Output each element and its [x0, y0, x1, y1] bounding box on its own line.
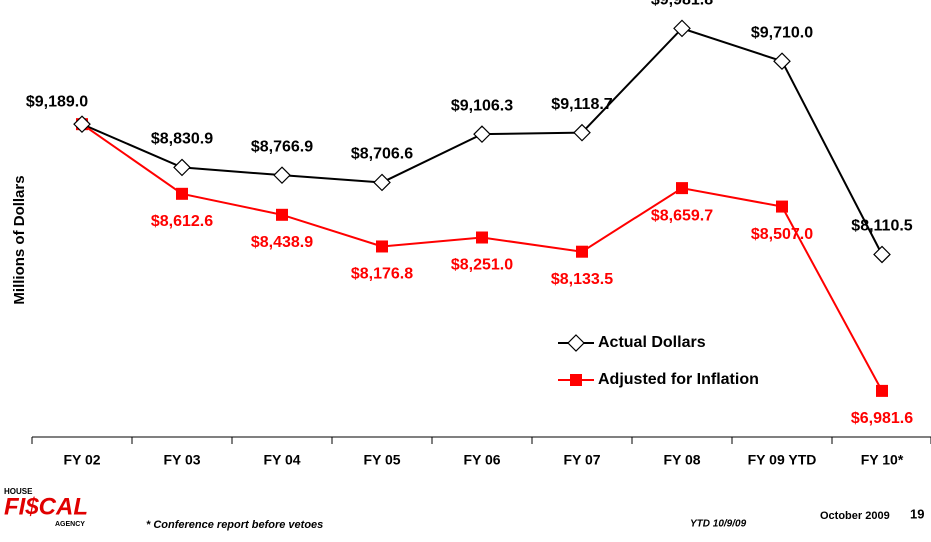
data-label: $8,766.9 — [251, 138, 313, 155]
logo: HOUSE FI$CAL AGENCY — [4, 487, 88, 528]
x-tick-label: FY 03 — [163, 452, 200, 468]
page-number: 19 — [910, 506, 924, 521]
data-label: $8,438.9 — [251, 234, 313, 251]
data-label: $9,118.7 — [551, 96, 613, 113]
ytd-note: YTD 10/9/09 — [690, 519, 747, 530]
data-label: $9,710.0 — [751, 24, 813, 41]
data-label: $9,189.0 — [26, 93, 88, 110]
data-label: $8,659.7 — [651, 207, 713, 224]
data-label: $8,110.5 — [851, 218, 913, 235]
x-tick-label: FY 07 — [563, 452, 600, 468]
point — [876, 384, 888, 397]
data-label: $8,251.0 — [451, 257, 513, 274]
point — [476, 231, 488, 244]
data-label: $8,176.8 — [351, 266, 413, 283]
legend-label: Actual Dollars — [598, 334, 706, 351]
logo-bottom: AGENCY — [55, 521, 85, 528]
data-label: $8,706.6 — [351, 146, 413, 163]
x-tick-label: FY 06 — [463, 452, 500, 468]
data-label: $8,507.0 — [751, 226, 813, 243]
data-label: $9,981.8 — [651, 0, 713, 9]
logo-main: FI$CAL — [4, 493, 88, 520]
data-label: $6,981.6 — [851, 410, 913, 427]
point — [173, 158, 191, 177]
legend-marker — [570, 374, 582, 386]
legend-label: Adjusted for Inflation — [598, 371, 759, 388]
logo-top: HOUSE — [4, 487, 33, 496]
point — [276, 208, 288, 221]
point — [776, 200, 788, 213]
point — [873, 245, 891, 264]
data-label: $9,106.3 — [451, 97, 513, 114]
point — [273, 166, 291, 185]
data-label: $8,133.5 — [551, 271, 613, 288]
point — [176, 187, 188, 200]
point — [576, 245, 588, 258]
x-tick-label: FY 04 — [263, 452, 300, 468]
point — [773, 52, 791, 71]
y-axis-label: Millions of Dollars — [11, 175, 28, 304]
point — [573, 123, 591, 142]
x-tick-label: FY 10* — [861, 452, 904, 468]
x-tick-label: FY 08 — [663, 452, 700, 468]
legend-marker — [567, 334, 585, 352]
point — [376, 240, 388, 253]
x-tick-label: FY 09 YTD — [748, 452, 817, 468]
x-tick-label: FY 02 — [63, 452, 100, 468]
point — [373, 173, 391, 192]
data-label: $8,612.6 — [151, 213, 213, 230]
footnote: * Conference report before vetoes — [146, 519, 323, 531]
point — [473, 125, 491, 144]
x-tick-label: FY 05 — [363, 452, 400, 468]
point — [676, 182, 688, 195]
point — [673, 19, 691, 38]
data-label: $8,830.9 — [151, 131, 213, 148]
date: October 2009 — [820, 510, 890, 522]
point — [73, 115, 91, 134]
